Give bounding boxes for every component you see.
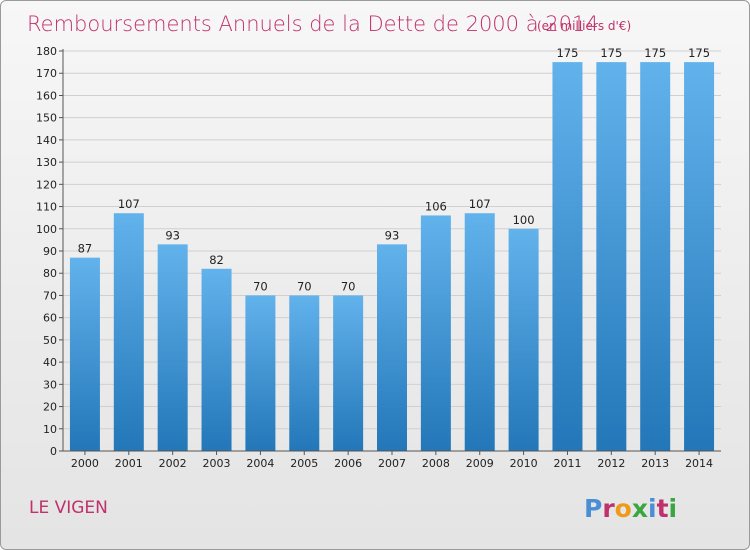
bar-2000 [69,257,100,451]
x-tick-label-2004: 2004 [246,457,274,470]
value-label-2000: 87 [78,242,93,256]
value-label-2008: 106 [425,199,447,213]
value-label-2006: 70 [341,279,356,293]
bar-2004 [245,295,276,451]
y-tick-label-100: 100 [36,223,57,236]
logo-letter-2: o [615,494,632,523]
bar-2008 [420,215,451,451]
value-label-2011: 175 [556,46,578,60]
logo-letter-3: x [632,494,648,523]
x-axis: 2000 2001 2002 2003 2004 2005 2006 2007 2008 2009… [63,450,721,470]
place-name: LE VIGEN [29,498,108,518]
logo-letter-6: i [669,494,678,523]
bar-2012 [596,62,627,451]
value-label-2007: 93 [385,228,400,242]
value-label-2002: 93 [165,228,180,242]
bar-2010 [508,228,539,451]
x-tick-label-2008: 2008 [422,457,450,470]
value-label-2003: 82 [209,253,224,267]
y-tick-label-150: 150 [36,112,57,125]
bar-2001 [113,213,144,451]
logo-letter-0: P [584,494,602,523]
y-tick-label-60: 60 [43,312,57,325]
y-tick-label-160: 160 [36,89,57,102]
bar-2011 [552,62,583,451]
y-tick-label-110: 110 [36,201,57,214]
x-tick-label-2012: 2012 [597,457,625,470]
chart-subtitle: (en milliers d'€) [537,19,631,33]
value-label-2001: 107 [118,197,140,211]
x-tick-label-2000: 2000 [71,457,99,470]
bar-2006 [333,295,364,451]
y-tick-label-90: 90 [43,245,57,258]
x-tick-label-2001: 2001 [115,457,143,470]
value-label-2009: 107 [469,197,491,211]
x-tick-label-2007: 2007 [378,457,406,470]
value-label-2005: 70 [297,279,312,293]
bar-2013 [640,62,671,451]
x-tick-label-2011: 2011 [553,457,581,470]
y-tick-label-40: 40 [43,356,57,369]
y-tick-label-170: 170 [36,67,57,80]
logo-letter-5: t [657,494,669,523]
y-tick-label-80: 80 [43,267,57,280]
y-tick-label-140: 140 [36,134,57,147]
y-tick-label-130: 130 [36,156,57,169]
x-tick-label-2002: 2002 [159,457,187,470]
y-tick-label-0: 0 [50,445,57,458]
bar-2007 [377,244,407,451]
value-label-2004: 70 [253,279,268,293]
x-tick-label-2010: 2010 [510,457,538,470]
bar-2002 [157,244,188,451]
y-tick-label-30: 30 [43,378,57,391]
bars [69,62,715,451]
logo-letter-4: i [648,494,657,523]
value-label-2014: 175 [688,46,710,60]
y-tick-label-120: 120 [36,178,57,191]
y-tick-label-20: 20 [43,401,57,414]
bar-2014 [684,62,715,451]
y-tick-label-50: 50 [43,334,57,347]
bar-2009 [464,213,495,451]
y-tick-label-180: 180 [36,45,57,58]
value-label-2013: 175 [644,46,666,60]
value-labels: 87 107 93 82 70 70 70 93 106 107 100 175 175 175 175 [78,46,710,293]
logo-letter-1: r [602,494,615,523]
x-tick-label-2006: 2006 [334,457,362,470]
x-tick-label-2013: 2013 [641,457,669,470]
bar-2005 [289,295,320,451]
proxiti-logo: Proxiti [584,494,677,523]
x-tick-label-2014: 2014 [685,457,713,470]
y-tick-label-10: 10 [43,423,57,436]
value-label-2010: 100 [513,213,535,227]
x-tick-label-2005: 2005 [290,457,318,470]
bar-2003 [201,268,232,451]
y-tick-label-70: 70 [43,289,57,302]
value-label-2012: 175 [600,46,622,60]
chart-title: Remboursements Annuels de la Dette de 20… [27,12,599,36]
x-tick-label-2003: 2003 [203,457,231,470]
x-tick-label-2009: 2009 [466,457,494,470]
y-axis: 0 10 20 30 40 50 60 70 80 90 100 110 120 130 140 150 160… [36,45,64,458]
